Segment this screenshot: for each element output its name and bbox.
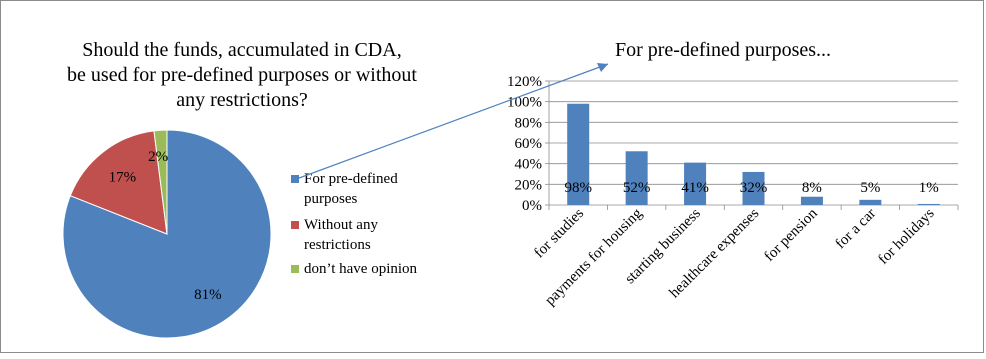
bar-5 <box>859 199 882 205</box>
y-tick-label-2: 40% <box>515 157 543 173</box>
legend-swatch-2 <box>291 265 299 273</box>
connector-arrow <box>290 63 609 182</box>
connector-arrow-head <box>597 63 608 72</box>
bar-1 <box>625 151 648 205</box>
bar-value-label-4: 8% <box>802 180 822 196</box>
y-tick-label-4: 80% <box>515 115 543 131</box>
legend-swatch-1 <box>291 221 299 229</box>
bar-value-label-6: 1% <box>919 180 939 196</box>
bar-value-label-5: 5% <box>860 180 880 196</box>
y-tick-label-0: 0% <box>522 198 542 214</box>
y-tick-label-6: 120% <box>507 74 542 90</box>
pie-title-line-1: Should the funds, accumulated in CDA, <box>82 39 401 61</box>
bar-4 <box>800 196 823 205</box>
x-category-label-6: for holidays <box>875 205 937 267</box>
legend-label-1-1: restrictions <box>304 237 371 253</box>
legend-label-0-0: For pre-defined <box>304 171 398 187</box>
pie-value-label-1: 17% <box>109 169 137 185</box>
y-tick-label-1: 20% <box>515 177 543 193</box>
pie-title-line-2: be used for pre-defined purposes or with… <box>67 64 417 86</box>
y-tick-label-5: 100% <box>507 95 542 111</box>
pie-chart: 81% 17% 2% <box>62 129 272 339</box>
bar-chart: 0%20%40%60%80%100%120%98%for studies52%p… <box>507 74 959 309</box>
pie-title-line-3: any restrictions? <box>176 89 308 111</box>
pie-value-label-0: 81% <box>194 287 222 303</box>
pie-legend: For pre-defined purposes Without any restri… <box>291 171 418 277</box>
pie-slice-2 <box>153 129 168 235</box>
y-tick-label-3: 60% <box>515 136 543 152</box>
bar-title: For pre-defined purposes... <box>615 39 831 61</box>
x-category-label-5: for a car <box>833 206 880 253</box>
bar-0 <box>567 103 590 205</box>
x-category-label-1: payments for housing <box>542 205 646 309</box>
pie-value-label-2: 2% <box>148 149 168 165</box>
bar-6 <box>917 203 940 205</box>
bar-value-label-1: 52% <box>623 180 651 196</box>
legend-label-2-0: don’t have opinion <box>304 261 418 277</box>
bar-value-label-2: 41% <box>681 180 709 196</box>
pie-slice-1 <box>69 130 168 235</box>
bar-value-label-0: 98% <box>564 180 592 196</box>
x-category-label-4: for pension <box>761 205 821 265</box>
bar-3 <box>742 171 765 205</box>
bar-2 <box>684 162 707 205</box>
legend-label-0-1: purposes <box>304 191 357 207</box>
legend-label-1-0: Without any <box>304 217 378 233</box>
bar-value-label-3: 32% <box>740 180 768 196</box>
